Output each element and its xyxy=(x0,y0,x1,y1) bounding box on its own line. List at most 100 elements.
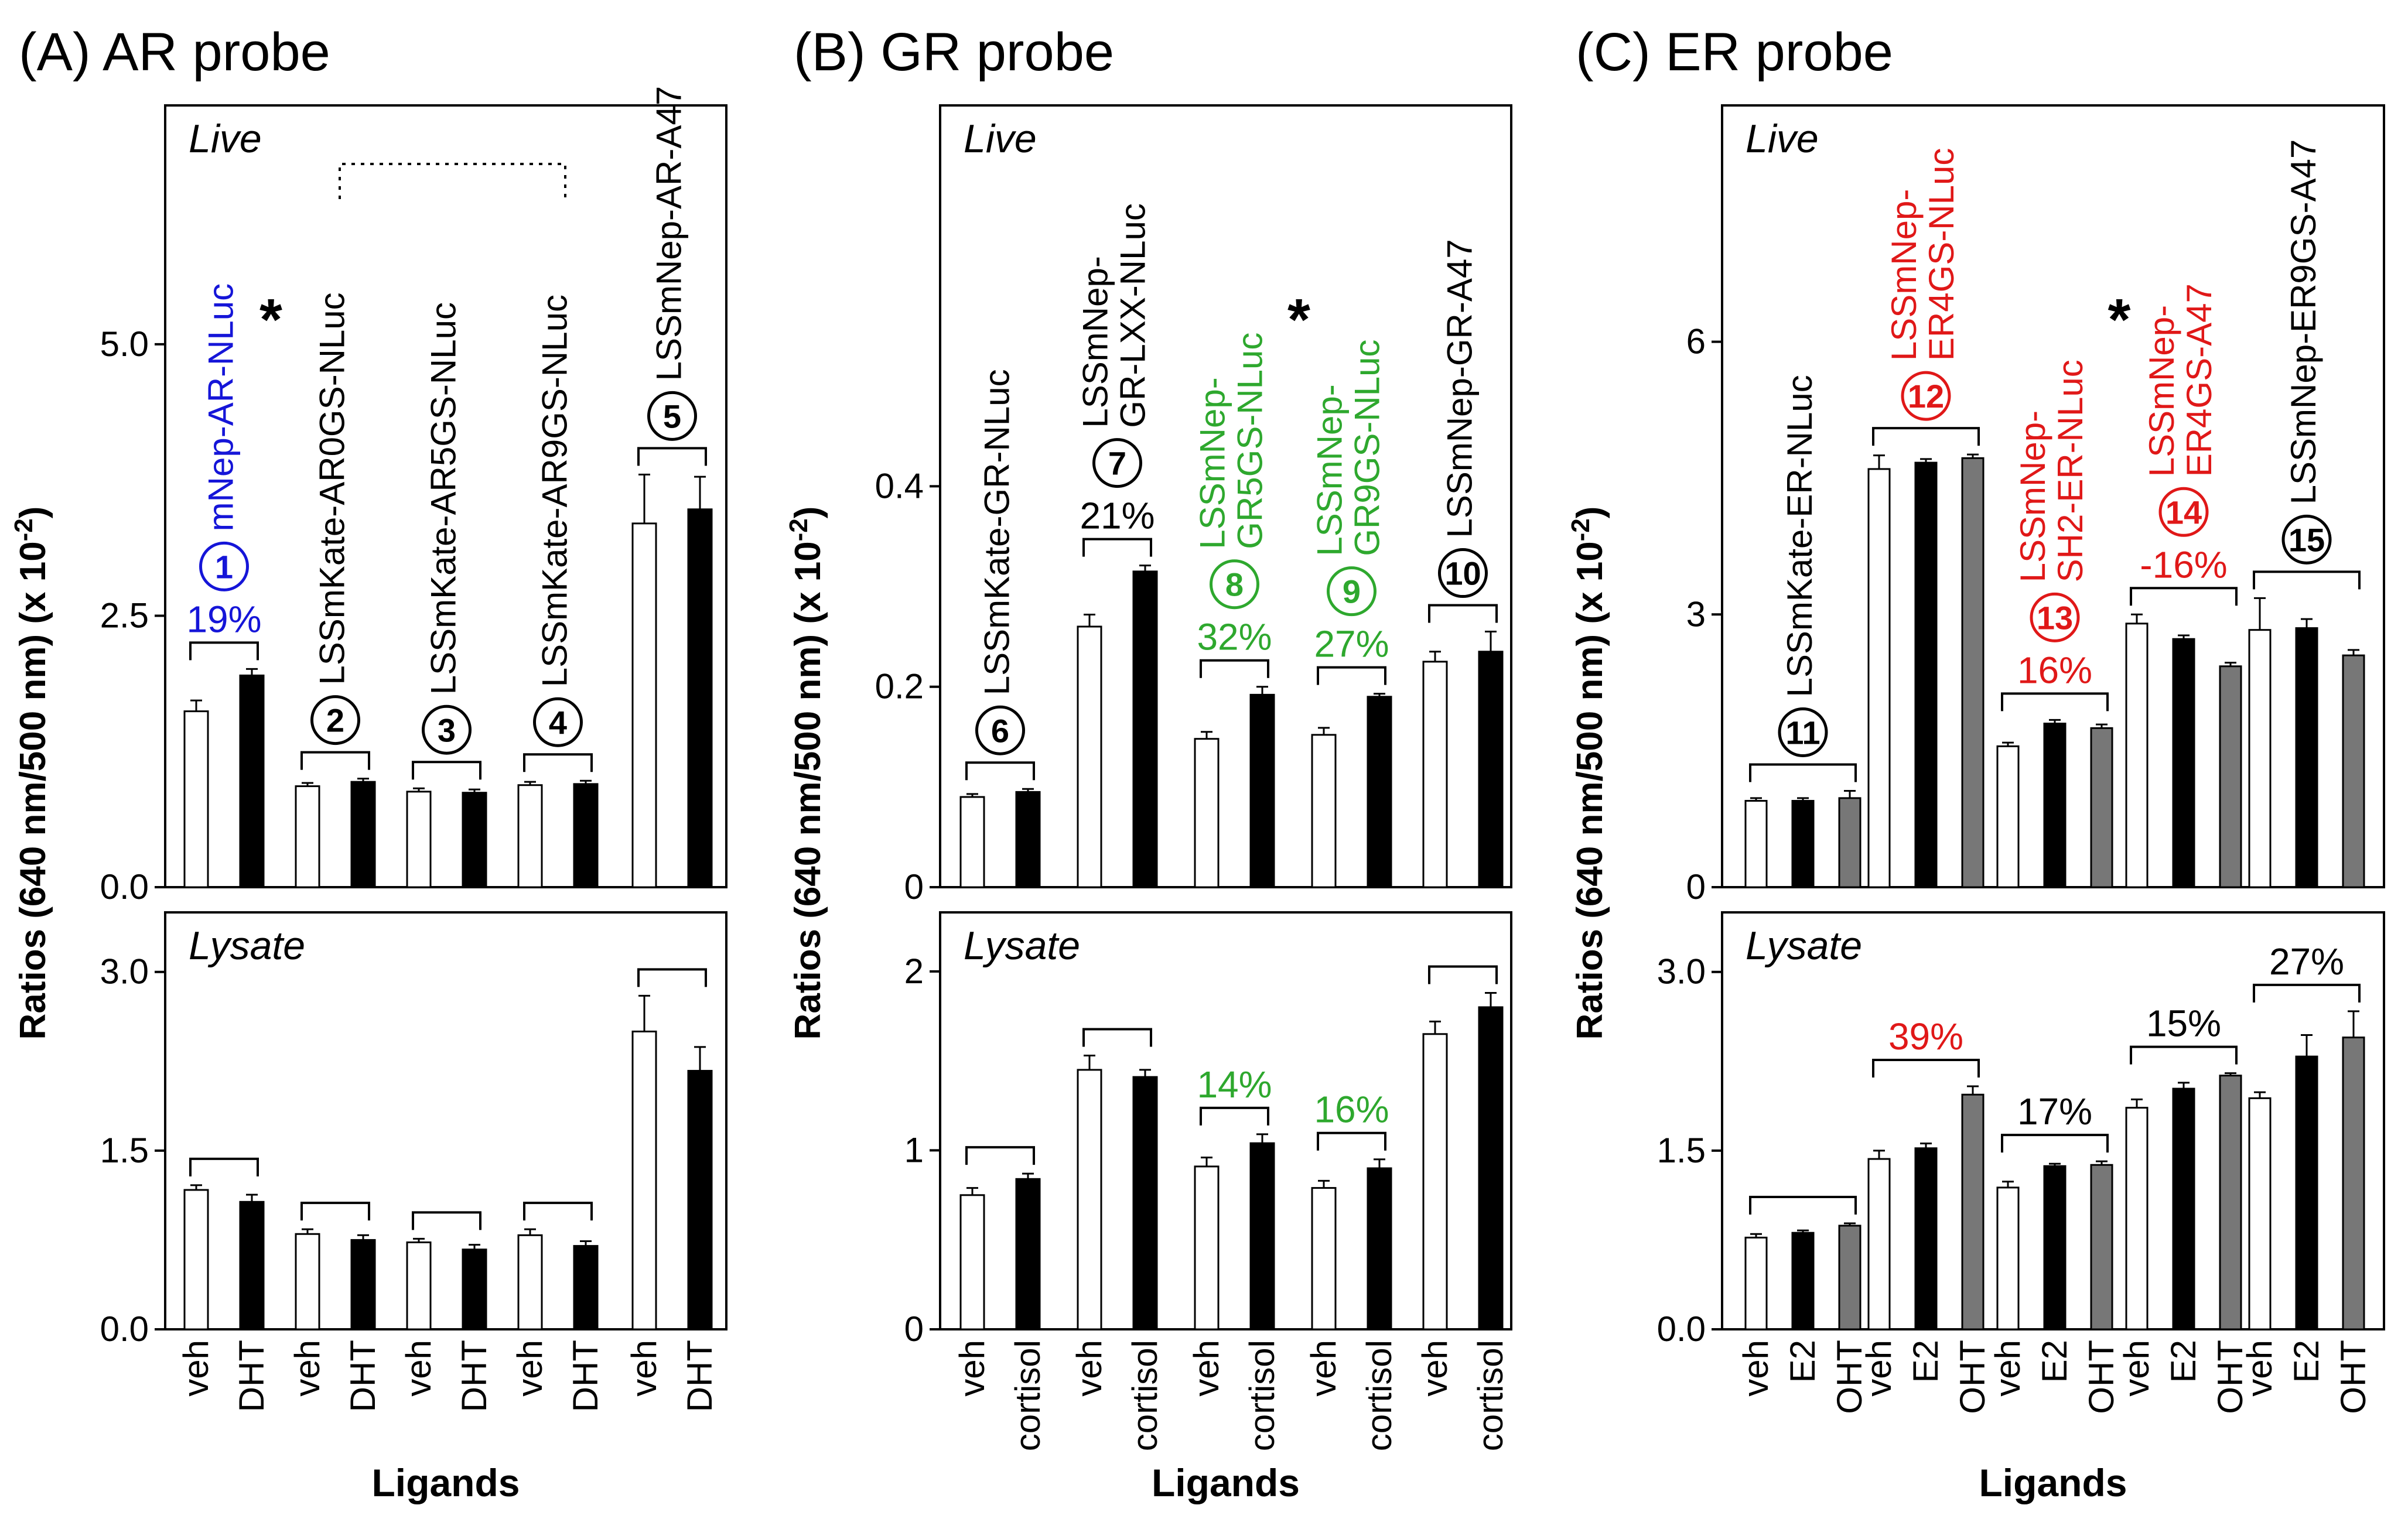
lysate-bar xyxy=(1015,1178,1041,1330)
x-tick-label: DHT xyxy=(232,1340,271,1412)
live-bar xyxy=(1132,570,1158,888)
lysate-bracket xyxy=(1749,1195,1857,1215)
construct-name: GR9GS-NLuc xyxy=(1348,340,1387,556)
x-axis-label: Ligands xyxy=(371,1461,520,1504)
x-tick-label: cortisol xyxy=(1471,1340,1510,1451)
lysate-bar xyxy=(1996,1186,2020,1330)
live-bar xyxy=(1961,457,1985,888)
x-tick-label: veh xyxy=(2117,1340,2156,1397)
live-bracket xyxy=(1200,659,1269,678)
live-bracket xyxy=(1428,604,1498,623)
x-tick-label: veh xyxy=(1187,1340,1226,1397)
lysate-bar xyxy=(1077,1069,1102,1330)
live-bar xyxy=(2248,629,2272,888)
x-tick-label: OHT xyxy=(2211,1340,2250,1414)
lysate-bracket xyxy=(189,1157,259,1176)
lysate-percent-label: 16% xyxy=(1314,1089,1389,1131)
construct-name: LSSmNep-ER9GS-A47 xyxy=(2284,139,2323,505)
lysate-bracket xyxy=(1317,1131,1386,1151)
live-bar xyxy=(1996,745,2020,888)
construct-number: 9 xyxy=(1343,573,1361,610)
live-bracket xyxy=(1082,538,1152,557)
panel-title: (B) GR probe xyxy=(794,22,1114,82)
live-bracket xyxy=(189,641,259,661)
construct-name: GR-LXX-NLuc xyxy=(1114,203,1153,427)
live-bar xyxy=(2219,665,2242,888)
live-bracket xyxy=(412,761,481,780)
construct-name: LSSmKate-AR5GS-NLuc xyxy=(424,302,463,695)
x-tick-label: E2 xyxy=(1783,1340,1822,1383)
lysate-bar xyxy=(631,1030,657,1330)
lysate-bracket xyxy=(965,1146,1035,1165)
x-tick-label: OHT xyxy=(1830,1340,1869,1414)
live-percent-label: -16% xyxy=(2140,543,2227,586)
live-bar xyxy=(2342,654,2365,888)
live-bar xyxy=(1311,734,1337,888)
lysate-bar xyxy=(517,1234,543,1330)
x-tick-label: veh xyxy=(1415,1340,1454,1397)
construct-number: 5 xyxy=(663,398,681,435)
live-percent-label: 19% xyxy=(186,598,261,640)
x-tick-label: veh xyxy=(1736,1340,1775,1397)
live-percent-label: 32% xyxy=(1197,616,1272,658)
lysate-y-tick-label: 0.0 xyxy=(1657,1309,1706,1349)
x-tick-label: veh xyxy=(1988,1340,2027,1397)
y-axis-label-main: Ratios (640 nm/500 nm) (x 10 xyxy=(13,541,53,1039)
lysate-bar xyxy=(1478,1006,1504,1330)
lysate-bracket xyxy=(1872,1059,1980,1078)
lysate-bar xyxy=(1194,1165,1220,1330)
live-bar xyxy=(2172,638,2195,888)
live-bar xyxy=(1015,791,1041,888)
x-tick-label: DHT xyxy=(680,1340,719,1412)
live-bracket xyxy=(2253,570,2361,590)
live-y-tick-label: 0.4 xyxy=(875,466,924,505)
live-bar xyxy=(2043,723,2067,888)
construct-number-circle xyxy=(1210,559,1259,610)
construct-name: LSSmKate-ER-NLuc xyxy=(1780,375,1819,697)
live-bar xyxy=(1422,661,1448,888)
construct-number-circle xyxy=(647,391,697,441)
y-axis-label-tail: ) xyxy=(1570,507,1610,519)
construct-number: 8 xyxy=(1225,566,1244,603)
live-y-tick-label: 0.0 xyxy=(100,867,149,907)
live-bar xyxy=(1914,461,1938,888)
construct-number-circle xyxy=(1438,548,1488,598)
construct-number: 4 xyxy=(549,704,567,741)
live-bar xyxy=(406,791,432,888)
live-bar xyxy=(1077,625,1102,888)
live-bar xyxy=(631,522,657,888)
y-axis-label-exp: -2 xyxy=(9,518,38,541)
live-bar xyxy=(1838,797,1861,888)
live-bracket xyxy=(1749,763,1857,782)
x-tick-label: E2 xyxy=(2164,1340,2203,1383)
y-axis-label-exp: -2 xyxy=(784,518,813,541)
construct-number-circle xyxy=(199,541,249,591)
lysate-y-tick-label: 1.5 xyxy=(1657,1131,1706,1170)
lysate-bar xyxy=(239,1200,265,1330)
construct-number: 3 xyxy=(438,712,456,748)
lysate-bar xyxy=(1867,1158,1891,1330)
lysate-label: Lysate xyxy=(189,923,305,968)
lysate-bar xyxy=(1132,1076,1158,1330)
live-bracket xyxy=(1317,666,1386,685)
lysate-bar xyxy=(687,1070,713,1330)
construct-number: 12 xyxy=(1908,378,1944,415)
live-bar xyxy=(1194,738,1220,888)
lysate-percent-label: 15% xyxy=(2146,1003,2221,1045)
lysate-bar xyxy=(462,1248,487,1330)
construct-name: LSSmNep- xyxy=(1193,377,1232,549)
lysate-percent-label: 27% xyxy=(2269,940,2344,983)
lysate-bar xyxy=(183,1189,209,1330)
live-bracket xyxy=(1872,427,1980,446)
panel-title: (A) AR probe xyxy=(19,22,330,82)
y-axis-label-main: Ratios (640 nm/500 nm) (x 10 xyxy=(1570,541,1610,1039)
lysate-percent-label: 39% xyxy=(1888,1015,1963,1058)
lysate-bar xyxy=(2248,1097,2272,1330)
lysate-y-tick-label: 3.0 xyxy=(100,952,149,991)
live-bar xyxy=(295,785,320,888)
lysate-frame xyxy=(939,911,1512,1330)
lysate-y-tick-label: 2 xyxy=(904,952,924,991)
x-tick-label: veh xyxy=(952,1340,992,1397)
construct-number: 1 xyxy=(215,548,233,585)
x-axis-label: Ligands xyxy=(1152,1461,1300,1504)
